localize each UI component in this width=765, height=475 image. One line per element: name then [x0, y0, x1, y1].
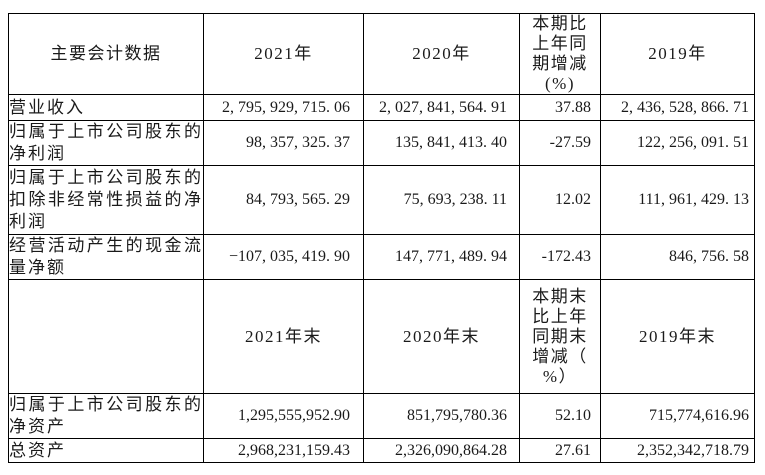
value-cell: 2,352,342,718.79: [600, 438, 755, 463]
table-row: 经营活动产生的现金流量净额 −107, 035, 419. 90 147, 771,…: [8, 234, 755, 280]
row-label-cell: 归属于上市公司股东的扣除非经常性损益的净利润: [8, 165, 204, 235]
value-cell: 84, 793, 565. 29: [203, 165, 364, 235]
table-body: 主要会计数据 2021年 2020年 本期比 上年同 期增减 (%) 2019年 营业收入…: [8, 13, 755, 463]
row-label-cell: 归属于上市公司股东的净资产: [8, 393, 204, 439]
row-label-cell: 总资产: [8, 438, 204, 463]
corner-header-cell: [8, 279, 204, 394]
table-row: 归属于上市公司股东的净利润 98, 357, 325. 37 135, 841, 4…: [8, 120, 755, 166]
header-row: 2021年末 2020年末 本期末 比上年 同期末 增减（ %） 2019年末: [8, 279, 755, 394]
value-cell: 2,326,090,864.28: [363, 438, 520, 463]
value-cell: 98, 357, 325. 37: [203, 120, 364, 166]
value-cell: 2,968,231,159.43: [203, 438, 364, 463]
table-row: 归属于上市公司股东的净资产 1,295,555,952.90 851,795,780…: [8, 393, 755, 439]
value-cell: 75, 693, 238. 11: [363, 165, 520, 235]
value-cell: 1,295,555,952.90: [203, 393, 364, 439]
value-cell: 851,795,780.36: [363, 393, 520, 439]
value-cell: -172.43: [519, 234, 601, 280]
column-header-cell: 2019年: [600, 13, 755, 95]
column-header-cell: 本期比 上年同 期增减 (%): [519, 13, 601, 95]
value-cell: 2, 436, 528, 866. 71: [600, 94, 755, 121]
corner-header-cell: 主要会计数据: [8, 13, 204, 95]
column-header-cell: 2021年末: [203, 279, 364, 394]
value-cell: 2, 795, 929, 715. 06: [203, 94, 364, 121]
value-cell: 12.02: [519, 165, 601, 235]
value-cell: 715,774,616.96: [600, 393, 755, 439]
value-cell: −107, 035, 419. 90: [203, 234, 364, 280]
column-header-cell: 2019年末: [600, 279, 755, 394]
value-cell: 27.61: [519, 438, 601, 463]
value-cell: 135, 841, 413. 40: [363, 120, 520, 166]
value-cell: 846, 756. 58: [600, 234, 755, 280]
table-row: 总资产 2,968,231,159.43 2,326,090,864.28 27.61…: [8, 438, 755, 463]
column-header-cell: 2020年末: [363, 279, 520, 394]
table-row: 归属于上市公司股东的扣除非经常性损益的净利润 84, 793, 565. 29 75…: [8, 165, 755, 235]
column-header-cell: 2020年: [363, 13, 520, 95]
value-cell: 52.10: [519, 393, 601, 439]
value-cell: 2, 027, 841, 564. 91: [363, 94, 520, 121]
row-label-cell: 归属于上市公司股东的净利润: [8, 120, 204, 166]
value-cell: 147, 771, 489. 94: [363, 234, 520, 280]
financial-summary-table: 主要会计数据 2021年 2020年 本期比 上年同 期增减 (%) 2019年 营业收入…: [8, 13, 755, 463]
value-cell: -27.59: [519, 120, 601, 166]
column-header-cell: 2021年: [203, 13, 364, 95]
table-row: 营业收入 2, 795, 929, 715. 06 2, 027, 841, 564…: [8, 94, 755, 121]
row-label-cell: 营业收入: [8, 94, 204, 121]
value-cell: 122, 256, 091. 51: [600, 120, 755, 166]
row-label-cell: 经营活动产生的现金流量净额: [8, 234, 204, 280]
column-header-cell: 本期末 比上年 同期末 增减（ %）: [519, 279, 601, 394]
header-row: 主要会计数据 2021年 2020年 本期比 上年同 期增减 (%) 2019年: [8, 13, 755, 95]
value-cell: 37.88: [519, 94, 601, 121]
value-cell: 111, 961, 429. 13: [600, 165, 755, 235]
